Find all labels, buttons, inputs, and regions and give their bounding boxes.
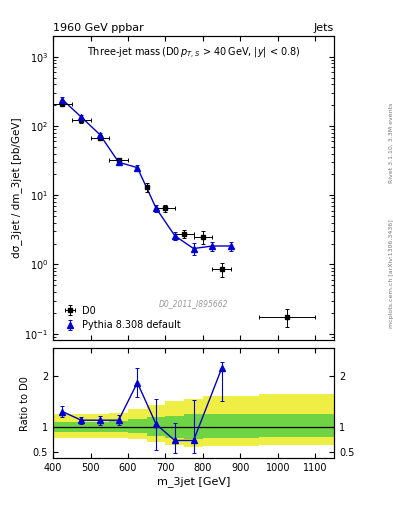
Text: Rivet 3.1.10, 3.3M events: Rivet 3.1.10, 3.3M events — [389, 102, 393, 183]
Text: mcplots.cern.ch [arXiv:1306.3436]: mcplots.cern.ch [arXiv:1306.3436] — [389, 219, 393, 328]
Text: D0_2011_I895662: D0_2011_I895662 — [159, 300, 228, 308]
Y-axis label: Ratio to D0: Ratio to D0 — [20, 376, 30, 431]
Legend: D0, Pythia 8.308 default: D0, Pythia 8.308 default — [59, 302, 185, 334]
Text: Jets: Jets — [314, 23, 334, 33]
Y-axis label: dσ_3jet / dm_3jet [pb/GeV]: dσ_3jet / dm_3jet [pb/GeV] — [11, 118, 22, 259]
Text: 1960 GeV ppbar: 1960 GeV ppbar — [53, 23, 144, 33]
Text: Three-jet mass$\,$($\mathrm{D0}\,p_{T,S}$ > 40$\,$GeV, $|y|$ < 0.8): Three-jet mass$\,$($\mathrm{D0}\,p_{T,S}… — [87, 45, 300, 59]
X-axis label: m_3jet [GeV]: m_3jet [GeV] — [157, 476, 230, 487]
